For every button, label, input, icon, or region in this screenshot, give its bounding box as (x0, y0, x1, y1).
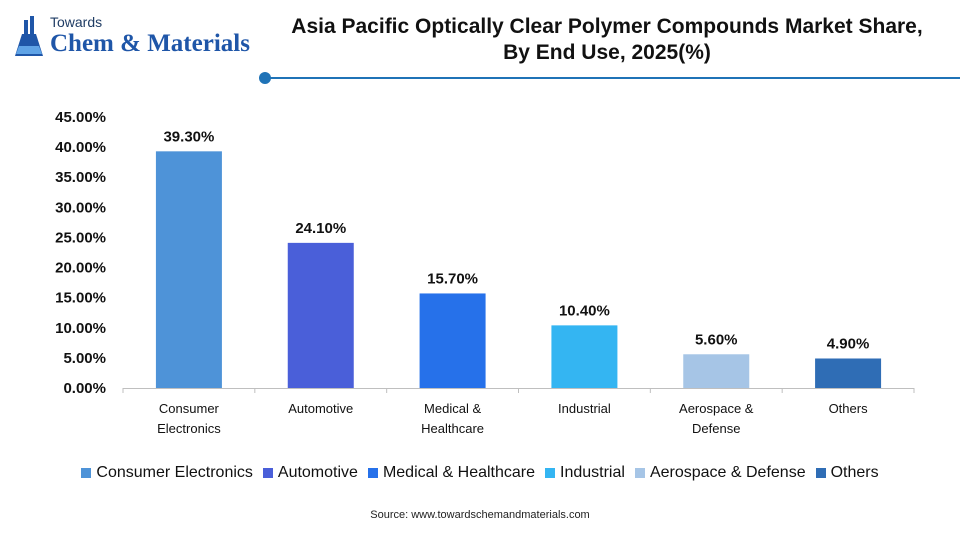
x-tick-label: Medical & (424, 401, 481, 416)
y-tick-label: 30.00% (55, 199, 106, 216)
legend-swatch (81, 468, 92, 478)
legend-label: Automotive (277, 464, 358, 481)
x-tick-label: Aerospace & (679, 401, 754, 416)
y-tick-label: 35.00% (55, 169, 106, 186)
title-divider (266, 77, 960, 79)
legend-swatch (634, 468, 645, 478)
bar-data-label: 39.30% (163, 128, 214, 145)
chart-legend: Consumer Electronics Automotive Medical & … (0, 464, 960, 482)
chart-title: Asia Pacific Optically Clear Polymer Com… (262, 14, 952, 66)
legend-swatch (262, 468, 273, 478)
legend-label: Aerospace & Defense (649, 464, 806, 481)
bar-data-label: 4.90% (827, 335, 870, 352)
legend-item: Others (815, 464, 879, 482)
y-tick-label: 20.00% (55, 260, 106, 277)
y-tick-label: 15.00% (55, 290, 106, 307)
bar-chart: 0.00% 5.00% 10.00% 15.00% 20.00% 25.00% 30.00%… (55, 109, 915, 436)
x-tick-label: Industrial (558, 401, 611, 416)
legend-swatch (367, 468, 378, 478)
bar (683, 354, 750, 388)
bar (551, 325, 618, 388)
x-tick-label: Automotive (288, 401, 353, 416)
legend-item: Aerospace & Defense (634, 464, 806, 482)
bar-data-label: 10.40% (559, 302, 610, 319)
x-tick-label: Consumer (159, 401, 220, 416)
y-tick-label: 25.00% (55, 229, 106, 246)
legend-item: Industrial (545, 464, 625, 482)
bar (155, 151, 222, 388)
legend-item: Automotive (262, 464, 358, 482)
legend-swatch (545, 468, 556, 478)
legend-label: Others (830, 464, 879, 481)
legend-item: Consumer Electronics (81, 464, 253, 482)
y-tick-label: 40.00% (55, 139, 106, 156)
chart-title-line-2: By End Use, 2025(%) (503, 41, 711, 64)
logo-brand-text: Chem & Materials (50, 30, 250, 57)
chart-title-line-1: Asia Pacific Optically Clear Polymer Com… (291, 15, 923, 38)
flask-logo-icon (15, 16, 43, 56)
bar (287, 242, 354, 388)
y-tick-label: 45.00% (55, 109, 106, 126)
x-tick-label: Healthcare (421, 421, 484, 436)
y-tick-label: 0.00% (63, 380, 106, 397)
bar (815, 358, 882, 388)
y-tick-label: 10.00% (55, 320, 106, 337)
logo: Towards Chem & Materials (14, 10, 254, 68)
title-divider-dot (259, 72, 271, 84)
legend-label: Medical & Healthcare (382, 464, 536, 481)
x-tick-label: Others (829, 401, 869, 416)
bar-data-label: 24.10% (295, 220, 346, 237)
x-tick-label: Defense (692, 421, 740, 436)
logo-towards-text: Towards (50, 14, 103, 30)
legend-label: Consumer Electronics (96, 464, 253, 481)
source-note: Source: www.towardschemandmaterials.com (370, 509, 590, 521)
legend-label: Industrial (560, 464, 625, 481)
bar-data-label: 5.60% (695, 331, 738, 348)
bar-data-label: 15.70% (427, 270, 478, 287)
legend-item: Medical & Healthcare (367, 464, 536, 482)
y-tick-label: 5.00% (63, 350, 106, 367)
bar (419, 293, 486, 388)
x-tick-label: Electronics (157, 421, 221, 436)
legend-swatch (815, 468, 826, 478)
